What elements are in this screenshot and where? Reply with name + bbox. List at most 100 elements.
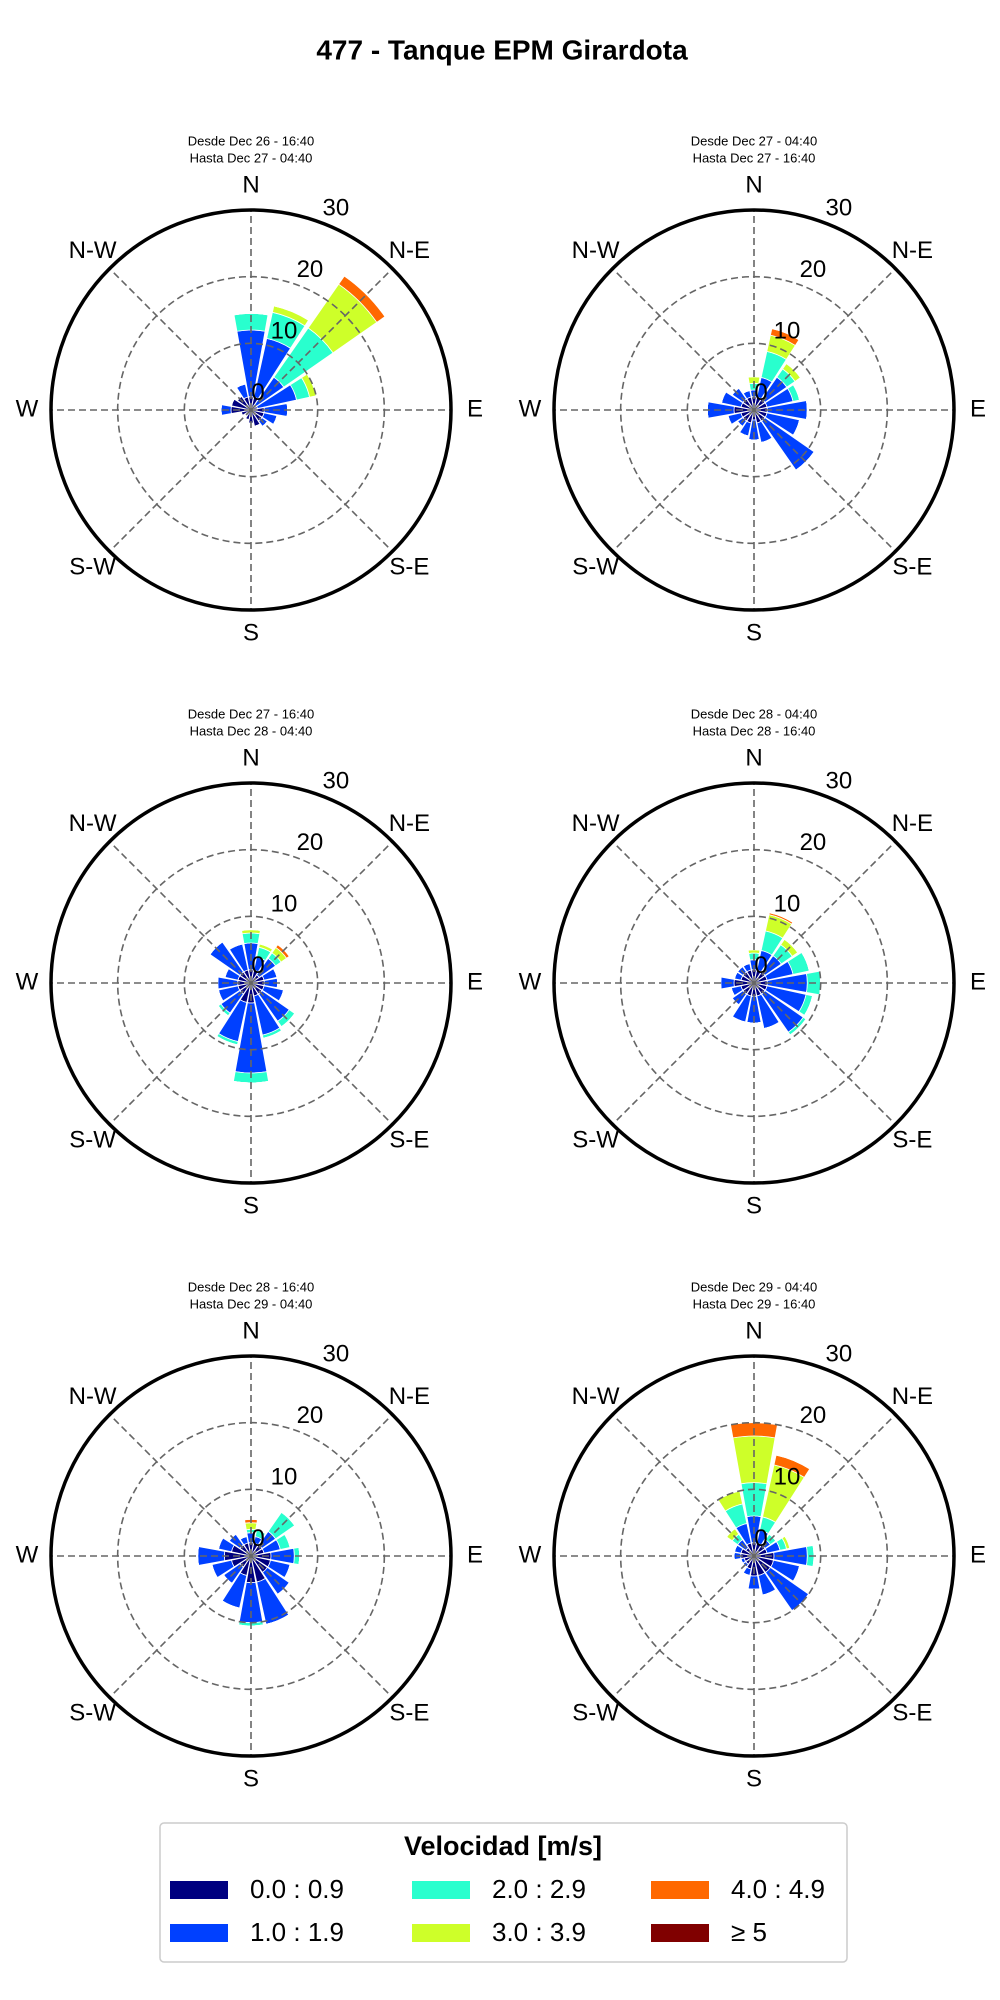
r-tick-label: 0 xyxy=(251,1525,264,1552)
grid-ring xyxy=(116,848,386,1118)
wind-bar xyxy=(763,1021,780,1029)
wind-bar xyxy=(769,912,794,923)
direction-label: S-E xyxy=(892,554,932,581)
grid-ring xyxy=(686,915,822,1051)
spoke xyxy=(753,409,896,552)
wind-bar xyxy=(223,1574,233,1584)
wind-bar xyxy=(273,305,309,321)
subplot-title: Desde Dec 29 - 04:40 xyxy=(691,1279,817,1294)
direction-label: S-E xyxy=(389,554,429,581)
direction-label: N-W xyxy=(69,237,117,264)
wind-bar xyxy=(761,437,773,443)
wind-bar xyxy=(727,415,732,425)
legend-label: 3.0 : 3.9 xyxy=(492,1917,586,1947)
subplot-title: Desde Dec 28 - 16:40 xyxy=(188,1279,314,1294)
subplot-title: Desde Dec 27 - 04:40 xyxy=(691,133,817,148)
direction-label: E xyxy=(467,968,483,995)
r-tick-label: 20 xyxy=(297,256,324,283)
direction-label: W xyxy=(16,1541,39,1568)
grid-ring xyxy=(686,342,822,478)
legend-label: 2.0 : 2.9 xyxy=(492,1874,586,1904)
spoke xyxy=(753,841,896,984)
wind-bar xyxy=(273,968,278,978)
wind-bar xyxy=(731,998,739,1006)
spoke xyxy=(753,1555,896,1698)
r-tick-label: 0 xyxy=(251,379,264,406)
wind-bar xyxy=(784,1536,791,1549)
r-tick-label: 0 xyxy=(251,952,264,979)
direction-label: N-W xyxy=(69,810,117,837)
legend-swatch xyxy=(170,1924,228,1942)
spoke xyxy=(250,841,393,984)
spoke xyxy=(612,1414,755,1557)
wind-bar xyxy=(254,423,261,427)
direction-label: S-W xyxy=(69,554,116,581)
grid-ring xyxy=(686,1488,822,1624)
r-tick-label: 10 xyxy=(271,317,298,344)
wind-bar xyxy=(742,1566,752,1577)
spoke xyxy=(250,409,393,552)
wind-bar xyxy=(769,1533,777,1541)
direction-label: N xyxy=(745,744,762,771)
legend-swatch xyxy=(412,1924,470,1942)
r-tick-label: 0 xyxy=(754,952,767,979)
direction-label: S-W xyxy=(572,1127,619,1154)
outer-ring xyxy=(552,208,956,612)
wind-bar xyxy=(734,1545,738,1552)
direction-label: W xyxy=(16,395,39,422)
wind-bar xyxy=(218,1537,224,1549)
r-tick-label: 20 xyxy=(297,829,324,856)
direction-label: N xyxy=(242,171,259,198)
spoke xyxy=(612,1555,755,1698)
direction-label: N xyxy=(242,744,259,771)
wind-bar xyxy=(216,1036,238,1046)
r-tick-label: 30 xyxy=(826,1341,853,1368)
spoke xyxy=(109,1555,252,1698)
r-tick-label: 20 xyxy=(297,1402,324,1429)
subplot-subtitle: Hasta Dec 28 - 04:40 xyxy=(190,723,313,738)
r-tick-label: 10 xyxy=(271,890,298,917)
subplot-subtitle: Hasta Dec 28 - 16:40 xyxy=(693,723,816,738)
subplot-title: Desde Dec 28 - 04:40 xyxy=(691,706,817,721)
wind-bar xyxy=(737,966,743,972)
legend-swatch xyxy=(651,1924,709,1942)
wind-bar xyxy=(732,1016,746,1023)
direction-label: S-W xyxy=(69,1700,116,1727)
wind-bar xyxy=(771,328,800,341)
spoke xyxy=(250,982,393,1125)
spoke xyxy=(109,982,252,1125)
r-tick-label: 10 xyxy=(774,890,801,917)
wind-bar xyxy=(746,1021,762,1024)
wind-bar xyxy=(218,990,224,1002)
r-tick-label: 20 xyxy=(800,256,827,283)
direction-label: S xyxy=(746,1765,762,1792)
direction-label: N-E xyxy=(892,810,933,837)
legend-swatch xyxy=(651,1881,709,1899)
grid-ring xyxy=(183,915,319,1051)
spoke xyxy=(612,982,755,1125)
grid-ring xyxy=(183,1488,319,1624)
direction-label: S-W xyxy=(572,554,619,581)
subplot-subtitle: Hasta Dec 27 - 04:40 xyxy=(190,150,313,165)
spoke xyxy=(612,409,755,552)
direction-label: S-E xyxy=(389,1127,429,1154)
spoke xyxy=(753,1414,896,1557)
direction-label: N-W xyxy=(69,1383,117,1410)
legend-label: ≥ 5 xyxy=(731,1917,767,1947)
r-tick-label: 0 xyxy=(754,379,767,406)
r-tick-label: 30 xyxy=(826,195,853,222)
r-tick-label: 30 xyxy=(323,768,350,795)
wind-bar xyxy=(245,418,249,421)
subplot-subtitle: Hasta Dec 27 - 16:40 xyxy=(693,150,816,165)
direction-label: E xyxy=(467,1541,483,1568)
subplot-subtitle: Hasta Dec 29 - 16:40 xyxy=(693,1296,816,1311)
direction-label: E xyxy=(467,395,483,422)
wind-bar xyxy=(265,1614,289,1625)
direction-label: W xyxy=(519,968,542,995)
wind-bar xyxy=(281,1013,296,1028)
wind-bar xyxy=(730,987,735,996)
direction-label: N xyxy=(242,1317,259,1344)
grid-ring xyxy=(116,275,386,545)
outer-ring xyxy=(49,208,453,612)
